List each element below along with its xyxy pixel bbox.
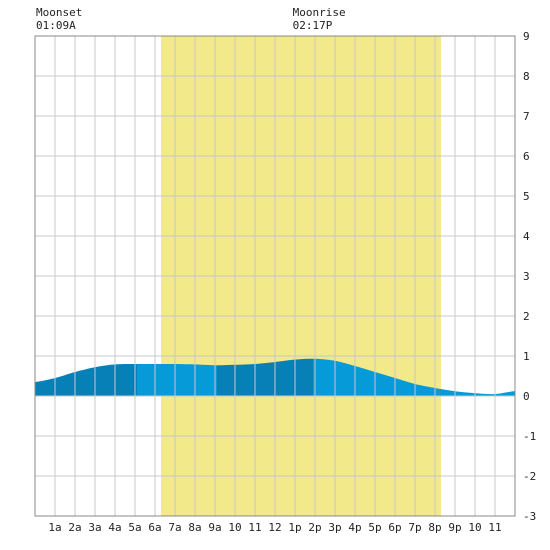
x-tick-label: 12: [268, 521, 281, 534]
y-tick-label: 5: [523, 190, 530, 203]
y-tick-label: 7: [523, 110, 530, 123]
x-tick-label: 3a: [88, 521, 101, 534]
x-tick-label: 6a: [148, 521, 161, 534]
y-tick-label: -1: [523, 430, 536, 443]
moonrise-label: Moonrise: [293, 6, 346, 19]
y-tick-label: 9: [523, 30, 530, 43]
x-tick-label: 10: [468, 521, 481, 534]
y-tick-label: 0: [523, 390, 530, 403]
moonset-time: 01:09A: [36, 19, 76, 32]
x-tick-label: 8a: [188, 521, 201, 534]
x-tick-label: 10: [228, 521, 241, 534]
y-tick-label: 3: [523, 270, 530, 283]
x-tick-label: 9p: [448, 521, 461, 534]
y-tick-label: -3: [523, 510, 536, 523]
moonset-label: Moonset: [36, 6, 82, 19]
x-tick-label: 11: [248, 521, 261, 534]
tide-area-segment: [217, 358, 313, 396]
y-tick-label: 1: [523, 350, 530, 363]
y-tick-label: 8: [523, 70, 530, 83]
tide-area-segment: [35, 364, 137, 396]
x-tick-label: 6p: [388, 521, 401, 534]
x-tick-label: 4a: [108, 521, 121, 534]
tide-area-segment: [137, 364, 217, 396]
y-tick-label: 4: [523, 230, 530, 243]
x-tick-label: 7p: [408, 521, 421, 534]
x-tick-label: 2p: [308, 521, 321, 534]
tide-area-segment: [313, 358, 515, 396]
x-tick-label: 2a: [68, 521, 81, 534]
x-tick-label: 1p: [288, 521, 301, 534]
moonrise-time: 02:17P: [293, 19, 333, 32]
y-tick-label: 2: [523, 310, 530, 323]
x-tick-label: 8p: [428, 521, 441, 534]
x-tick-label: 3p: [328, 521, 341, 534]
x-tick-label: 9a: [208, 521, 221, 534]
x-tick-label: 11: [488, 521, 501, 534]
y-tick-label: 6: [523, 150, 530, 163]
x-tick-label: 7a: [168, 521, 181, 534]
x-tick-label: 4p: [348, 521, 361, 534]
y-tick-label: -2: [523, 470, 536, 483]
x-tick-label: 5a: [128, 521, 141, 534]
x-tick-label: 5p: [368, 521, 381, 534]
plot-border: [34, 35, 516, 517]
x-tick-label: 1a: [48, 521, 61, 534]
